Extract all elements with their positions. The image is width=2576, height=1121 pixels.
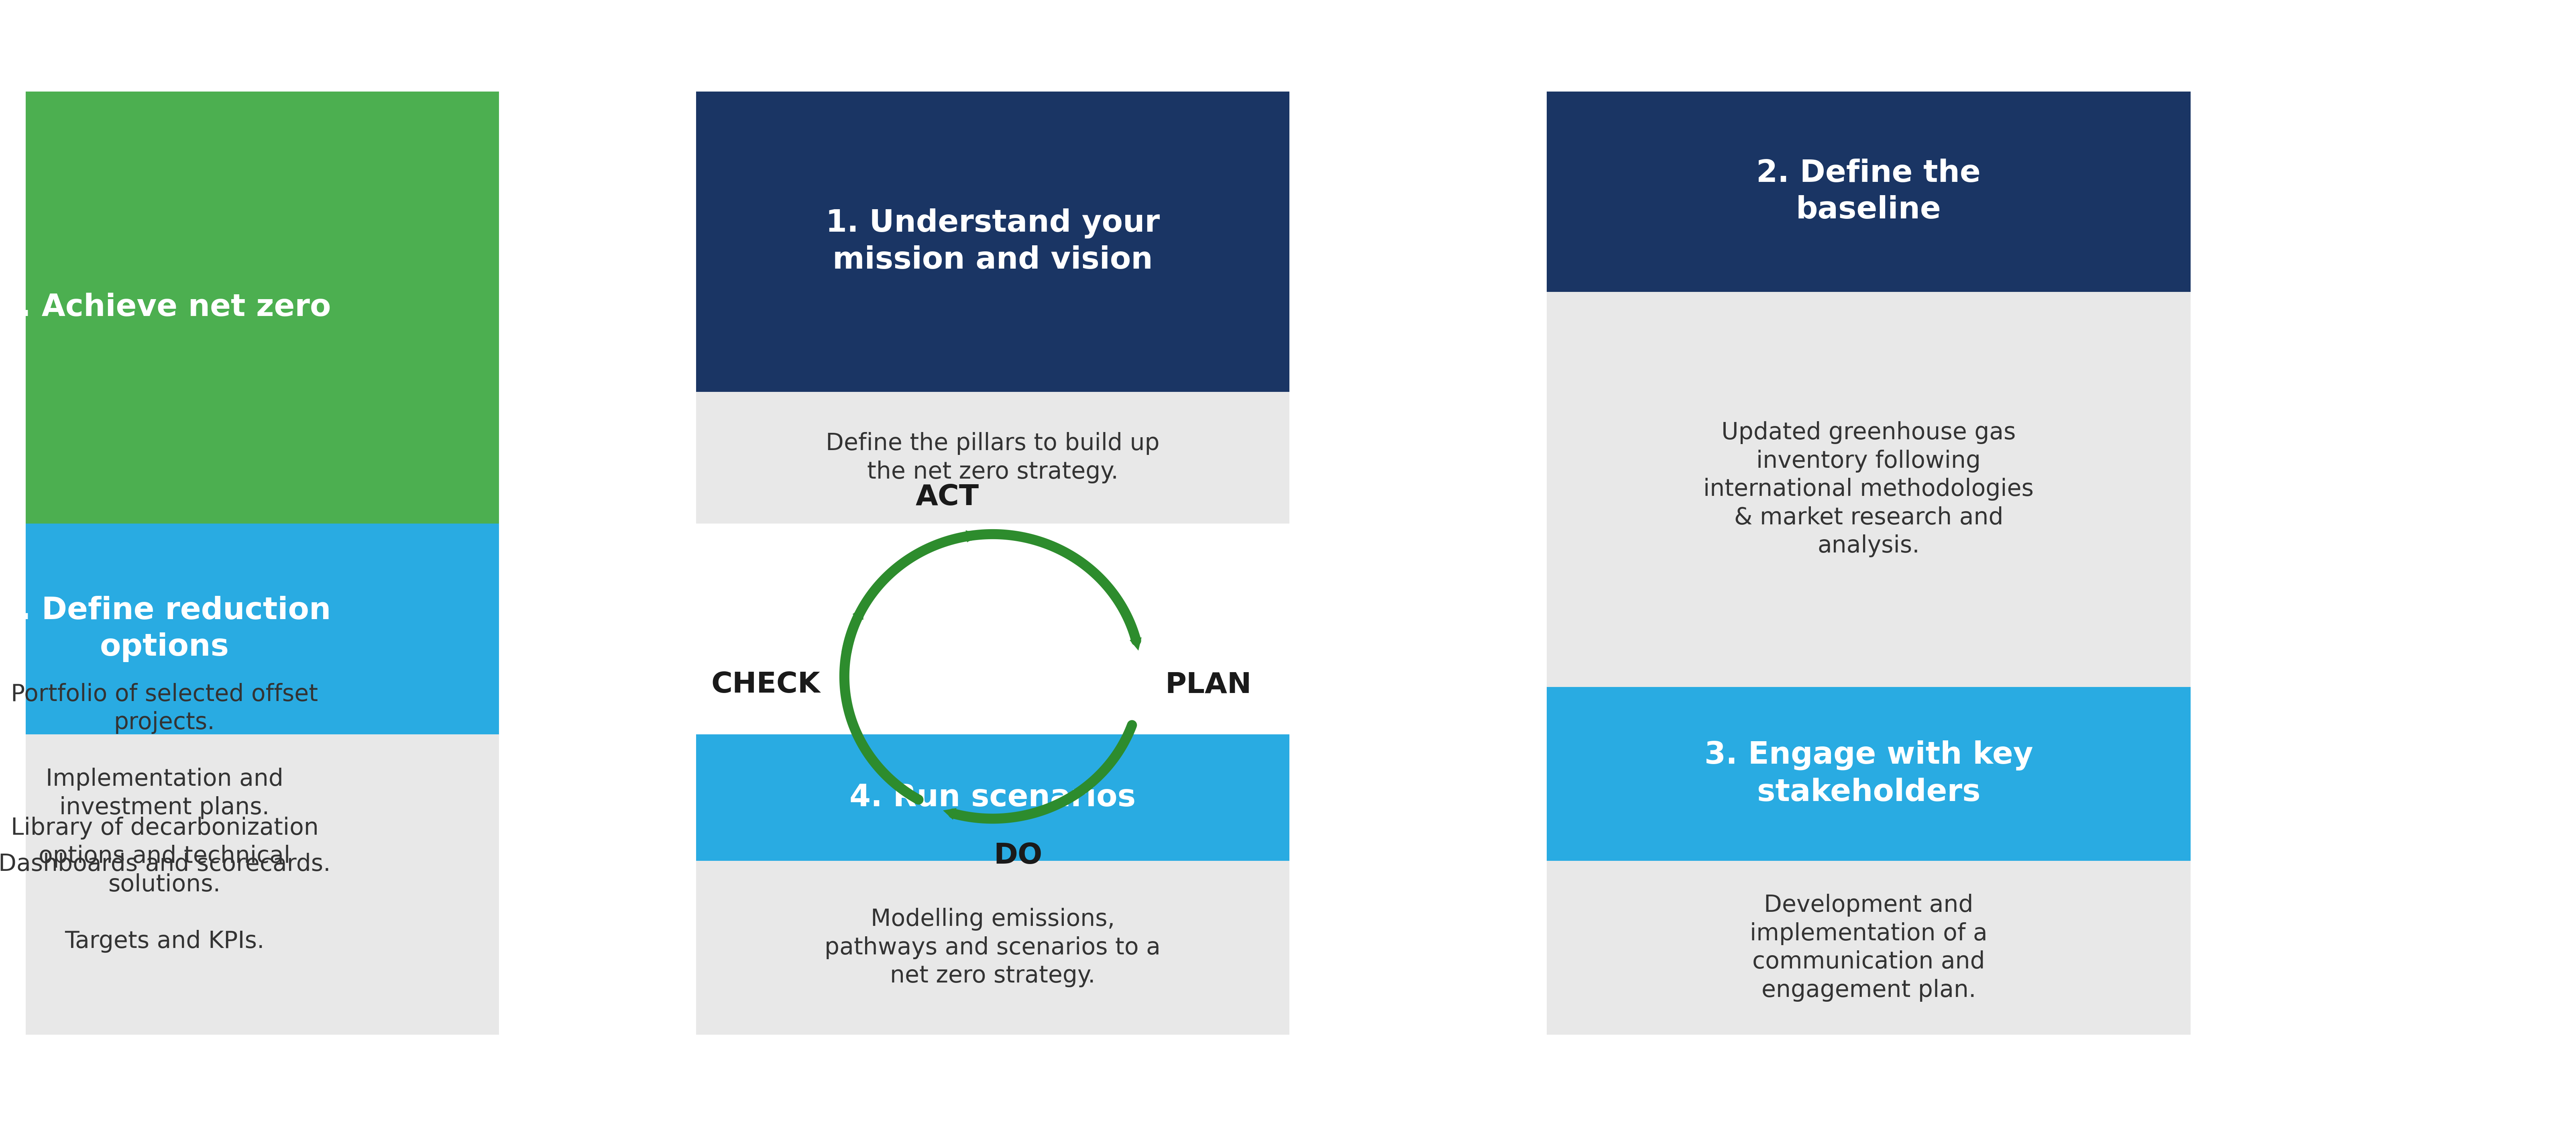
FancyBboxPatch shape: [1546, 687, 2190, 861]
Text: Updated greenhouse gas
inventory following
international methodologies
& market : Updated greenhouse gas inventory followi…: [1703, 421, 2035, 557]
Text: Modelling emissions,
pathways and scenarios to a
net zero strategy.: Modelling emissions, pathways and scenar…: [824, 908, 1162, 988]
Text: PLAN: PLAN: [1164, 671, 1252, 698]
FancyBboxPatch shape: [1546, 861, 2190, 1035]
Text: 2. Define the
baseline: 2. Define the baseline: [1757, 158, 1981, 225]
Text: ACT: ACT: [914, 483, 979, 511]
FancyBboxPatch shape: [696, 392, 1288, 524]
FancyBboxPatch shape: [0, 92, 500, 524]
Text: Define the pillars to build up
the net zero strategy.: Define the pillars to build up the net z…: [827, 433, 1159, 483]
Text: 5. Define reduction
options: 5. Define reduction options: [0, 595, 332, 663]
Text: Library of decarbonization
options and technical
solutions.

Targets and KPIs.: Library of decarbonization options and t…: [10, 816, 319, 953]
FancyBboxPatch shape: [696, 861, 1288, 1035]
FancyBboxPatch shape: [0, 524, 500, 734]
Text: 1. Understand your
mission and vision: 1. Understand your mission and vision: [827, 209, 1159, 275]
FancyBboxPatch shape: [0, 734, 500, 1035]
FancyBboxPatch shape: [696, 92, 1288, 392]
FancyBboxPatch shape: [696, 734, 1288, 861]
FancyBboxPatch shape: [1546, 291, 2190, 687]
Text: DO: DO: [994, 842, 1043, 870]
Text: Development and
implementation of a
communication and
engagement plan.: Development and implementation of a comm…: [1749, 893, 1989, 1002]
FancyBboxPatch shape: [0, 524, 500, 1035]
Text: 4. Run scenarios: 4. Run scenarios: [850, 782, 1136, 813]
FancyBboxPatch shape: [1546, 92, 2190, 291]
Text: 6. Achieve net zero: 6. Achieve net zero: [0, 293, 332, 323]
Text: Portfolio of selected offset
projects.

Implementation and
investment plans.

Da: Portfolio of selected offset projects. I…: [0, 683, 330, 876]
Text: CHECK: CHECK: [711, 671, 819, 698]
Text: 3. Engage with key
stakeholders: 3. Engage with key stakeholders: [1705, 741, 2032, 807]
